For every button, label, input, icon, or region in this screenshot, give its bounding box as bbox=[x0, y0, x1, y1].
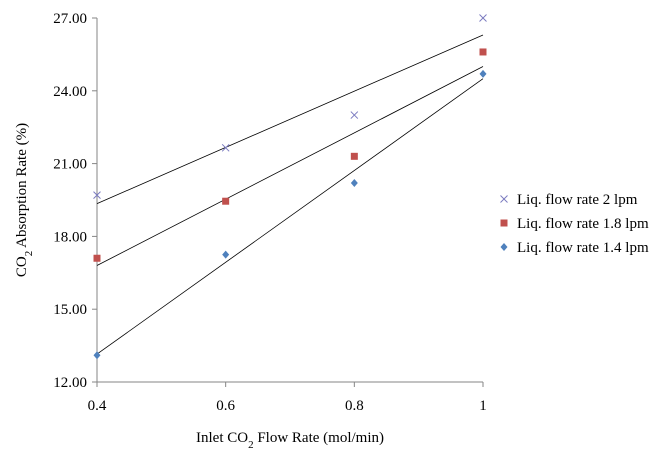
y-tick-label: 24.00 bbox=[53, 84, 87, 100]
data-point-series-0 bbox=[93, 191, 101, 200]
tick-labels: 12.00 15.00 18.00 21.00 24.00 27.00 0.4 0.6 0.8 1 bbox=[53, 11, 487, 414]
trendline-series-2 bbox=[96, 78, 484, 355]
y-tick-label: 27.00 bbox=[53, 11, 87, 27]
legend-label: Liq. flow rate 1.4 lpm bbox=[517, 240, 649, 256]
y-tick-label: 15.00 bbox=[53, 302, 87, 318]
data-points bbox=[93, 14, 487, 360]
y-tick-label: 12.00 bbox=[53, 375, 87, 391]
trendline-series-0 bbox=[96, 34, 484, 205]
y-tick-label: 18.00 bbox=[53, 229, 87, 245]
data-point-series-2 bbox=[350, 179, 358, 188]
data-point-series-1 bbox=[93, 254, 101, 262]
data-point-series-2 bbox=[93, 351, 101, 360]
data-point-series-2 bbox=[222, 250, 230, 259]
x-tick-label: 0.6 bbox=[216, 398, 235, 414]
data-point-series-1 bbox=[350, 152, 358, 160]
data-point-series-2 bbox=[479, 69, 487, 78]
x-tick-label: 0.8 bbox=[345, 398, 364, 414]
legend-label: Liq. flow rate 1.8 lpm bbox=[517, 216, 649, 232]
data-point-series-0 bbox=[350, 111, 359, 119]
legend-label: Liq. flow rate 2 lpm bbox=[517, 192, 638, 208]
axes bbox=[92, 17, 484, 387]
x-tick-label: 0.4 bbox=[88, 398, 107, 414]
legend: Liq. flow rate 2 lpm Liq. flow rate 1.8 l… bbox=[500, 192, 649, 256]
trendlines bbox=[96, 34, 484, 355]
legend-marker bbox=[500, 219, 508, 227]
legend-marker bbox=[500, 243, 508, 251]
data-point-series-0 bbox=[479, 14, 487, 22]
y-tick-label: 21.00 bbox=[53, 157, 87, 173]
data-point-series-1 bbox=[479, 48, 487, 56]
trendline-series-1 bbox=[96, 66, 484, 266]
x-axis-title: Inlet CO2 Flow Rate (mol/min) bbox=[196, 430, 384, 449]
x-tick-label: 1 bbox=[479, 398, 487, 414]
y-axis-title: CO2 Absorption Rate (%) bbox=[14, 123, 35, 277]
data-point-series-1 bbox=[222, 197, 230, 205]
legend-marker bbox=[500, 195, 508, 203]
data-point-series-0 bbox=[221, 143, 230, 152]
